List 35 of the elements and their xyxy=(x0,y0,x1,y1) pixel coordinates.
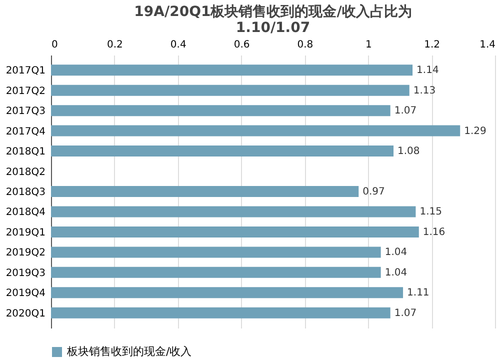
data-label: 1.14 xyxy=(416,65,439,76)
data-label: 1.04 xyxy=(384,267,408,278)
data-label: 1.16 xyxy=(422,226,446,238)
y-tick-label: 2017Q4 xyxy=(6,126,46,138)
y-tick-label: 2019Q3 xyxy=(6,268,46,279)
x-tick-label: 1.4 xyxy=(480,40,496,50)
x-tick-label: 0.6 xyxy=(234,40,250,50)
y-tick-label: 2018Q3 xyxy=(6,187,46,198)
data-label: 1.08 xyxy=(398,146,420,158)
y-tick-label: 2019Q1 xyxy=(6,227,46,238)
data-label: 1.11 xyxy=(407,288,430,299)
x-tick-label: 1.2 xyxy=(424,40,440,50)
x-tick-label: 0 xyxy=(52,40,58,50)
legend-label: 板块销售收到的现金/收入 xyxy=(66,345,192,358)
data-label: 1.13 xyxy=(413,85,436,96)
y-tick-label: 2018Q1 xyxy=(6,146,46,158)
x-tick-label: 0.4 xyxy=(170,40,186,50)
data-label: 0.97 xyxy=(362,186,385,198)
data-label: 1.29 xyxy=(464,126,486,137)
x-tick-label: 0.2 xyxy=(106,40,123,50)
y-tick-label: 2020Q1 xyxy=(6,308,46,320)
data-label: 1.07 xyxy=(394,106,417,117)
y-tick-label: 2019Q2 xyxy=(6,248,46,259)
y-tick-label: 2019Q4 xyxy=(6,288,46,300)
y-tick-label: 2018Q4 xyxy=(6,207,46,218)
x-tick-label: 0.8 xyxy=(297,40,314,50)
data-label: 1.04 xyxy=(384,247,408,258)
y-tick-label: 2017Q1 xyxy=(6,66,46,77)
y-tick-label: 2017Q2 xyxy=(6,86,46,97)
data-label: 1.07 xyxy=(394,308,417,319)
y-tick-label: 2017Q3 xyxy=(6,106,46,118)
x-tick-label: 1 xyxy=(365,40,372,50)
data-label: 1.15 xyxy=(420,206,442,218)
y-tick-label: 2018Q2 xyxy=(6,166,46,178)
chart-title: 19A/20Q1板块销售收到的现金/收入占比为 1.10/1.07 xyxy=(134,4,412,36)
